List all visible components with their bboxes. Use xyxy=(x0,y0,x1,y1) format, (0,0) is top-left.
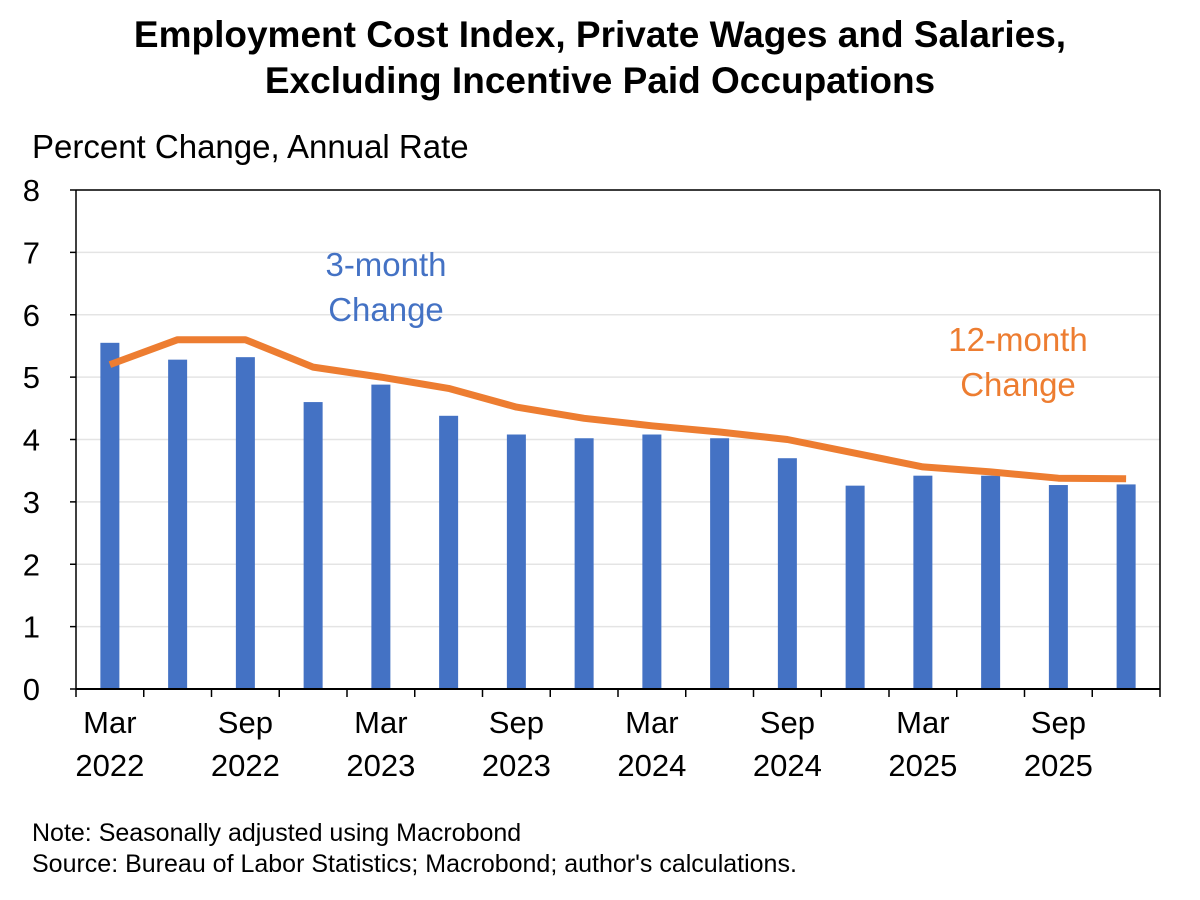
y-tick-label: 3 xyxy=(23,485,40,520)
x-tick-year: 2023 xyxy=(346,748,415,783)
bars-annotation-line1: 3-month xyxy=(325,246,446,283)
bar xyxy=(235,357,255,689)
bar xyxy=(574,438,594,689)
bar xyxy=(710,438,730,689)
line-series xyxy=(108,336,1127,483)
y-tick-label: 8 xyxy=(23,173,40,208)
y-tick-label: 4 xyxy=(23,423,40,458)
chart-title-line1: Employment Cost Index, Private Wages and… xyxy=(133,14,1067,55)
chart-title: Employment Cost Index, Private Wages and… xyxy=(0,12,1200,104)
line-12-month xyxy=(108,336,1127,483)
annotations: 3-month Change 12-month Change xyxy=(325,246,1087,403)
x-tick-year: 2022 xyxy=(211,748,280,783)
bar-series xyxy=(100,342,1136,689)
bars-annotation-line2: Change xyxy=(328,291,444,328)
y-tick-label: 0 xyxy=(23,672,40,707)
x-tick-month: Sep xyxy=(1031,705,1086,740)
y-tick-label: 7 xyxy=(23,235,40,270)
x-tick-month: Mar xyxy=(354,705,407,740)
note-text: Note: Seasonally adjusted using Macrobon… xyxy=(32,819,522,847)
axes xyxy=(70,189,1161,697)
x-tick-month: Sep xyxy=(760,705,815,740)
bar xyxy=(913,475,933,689)
x-tick-year: 2022 xyxy=(75,748,144,783)
bar xyxy=(371,384,391,689)
bar xyxy=(1048,485,1068,689)
chart-title-line2: Excluding Incentive Paid Occupations xyxy=(264,60,936,101)
bar xyxy=(1116,484,1136,689)
x-tick-year: 2024 xyxy=(753,748,822,783)
bar xyxy=(777,458,797,689)
line-annotation-line1: 12-month xyxy=(948,321,1087,358)
x-tick-month: Mar xyxy=(625,705,678,740)
x-tick-year: 2025 xyxy=(1024,748,1093,783)
y-tick-labels: 0 1 2 3 4 5 6 7 8 xyxy=(23,173,40,707)
bar xyxy=(845,485,865,689)
bar xyxy=(642,434,662,689)
y-axis-label: Percent Change, Annual Rate xyxy=(32,128,469,165)
x-tick-year: 2025 xyxy=(888,748,957,783)
x-tick-labels: Mar 2022 Sep 2022 Mar 2023 Sep 2023 Mar 2024 Sep 20… xyxy=(75,705,1092,783)
chart-notes: Note: Seasonally adjusted using Macrobon… xyxy=(32,818,797,880)
x-tick-month: Mar xyxy=(896,705,949,740)
y-tick-label: 5 xyxy=(23,360,40,395)
bar xyxy=(506,434,526,689)
bar xyxy=(981,475,1001,689)
y-tick-label: 2 xyxy=(23,547,40,582)
bar xyxy=(168,359,188,689)
y-tick-label: 6 xyxy=(23,298,40,333)
x-tick-month: Sep xyxy=(218,705,273,740)
bar xyxy=(303,402,323,689)
y-tick-label: 1 xyxy=(23,610,40,645)
x-tick-month: Sep xyxy=(489,705,544,740)
line-annotation-line2: Change xyxy=(960,366,1076,403)
source-text: Source: Bureau of Labor Statistics; Macr… xyxy=(32,850,797,878)
bar xyxy=(439,415,459,689)
x-tick-month: Mar xyxy=(83,705,136,740)
x-tick-year: 2024 xyxy=(617,748,686,783)
bar xyxy=(100,342,120,689)
x-tick-year: 2023 xyxy=(482,748,551,783)
